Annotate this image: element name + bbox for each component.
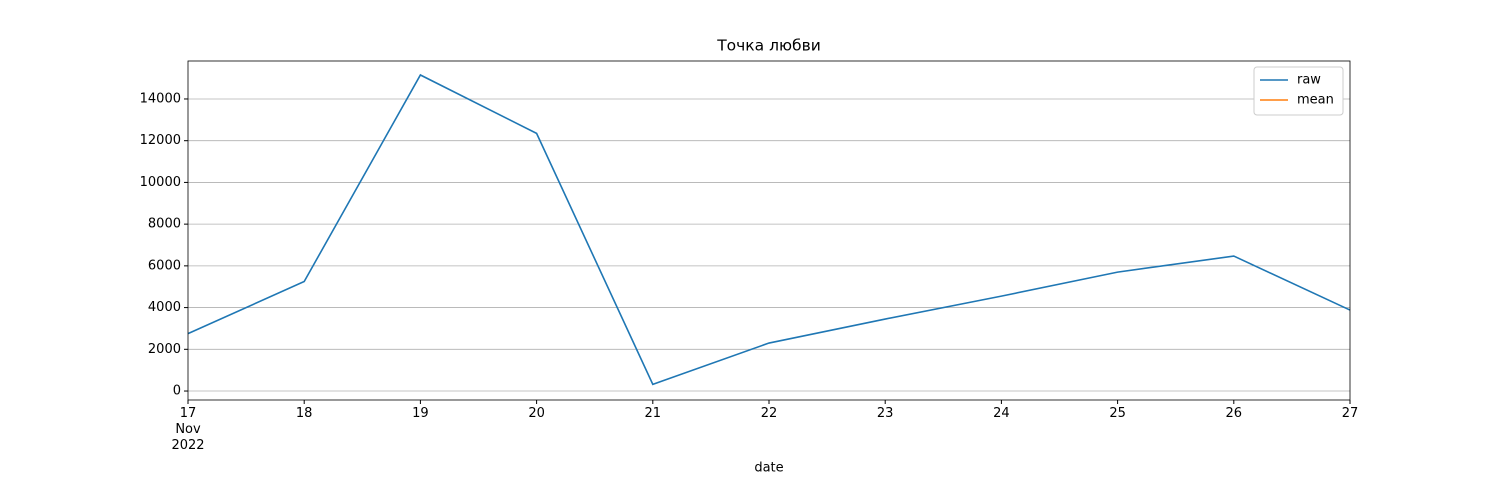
y-tick-label: 10000 (140, 175, 181, 190)
y-tick-label: 2000 (148, 342, 181, 357)
x-tick-label: 24 (993, 406, 1010, 421)
x-tick-label: 23 (876, 406, 894, 421)
y-tick-label: 6000 (148, 258, 181, 273)
y-tick-label: 8000 (148, 217, 181, 232)
legend-box (1253, 66, 1344, 116)
plot-frame (187, 60, 1351, 401)
y-tick-label: 12000 (140, 133, 181, 148)
x-tick-label: 18 (295, 406, 313, 421)
line (187, 73, 1351, 386)
chart-title: Точка любви (716, 37, 821, 55)
y-tick-label: 4000 (148, 300, 181, 315)
x-tick-label: 26 (1225, 406, 1243, 421)
legend-label: raw (1297, 73, 1321, 88)
x-tick-label: 25 (1109, 406, 1126, 421)
x-tick-label: 22 (760, 406, 778, 421)
x-tick-label: 20 (528, 406, 545, 421)
x-tick-label: 27 (1341, 406, 1359, 421)
legend-label: mean (1297, 93, 1334, 108)
x-tick-label: 17 Nov 2022 (171, 406, 205, 453)
x-tick-label: 21 (644, 406, 662, 421)
x-tick-label: 19 (412, 406, 429, 421)
y-tick-label: 14000 (140, 91, 181, 106)
y-tick-label: 0 (173, 384, 181, 399)
x-axis-label: date (754, 461, 783, 476)
